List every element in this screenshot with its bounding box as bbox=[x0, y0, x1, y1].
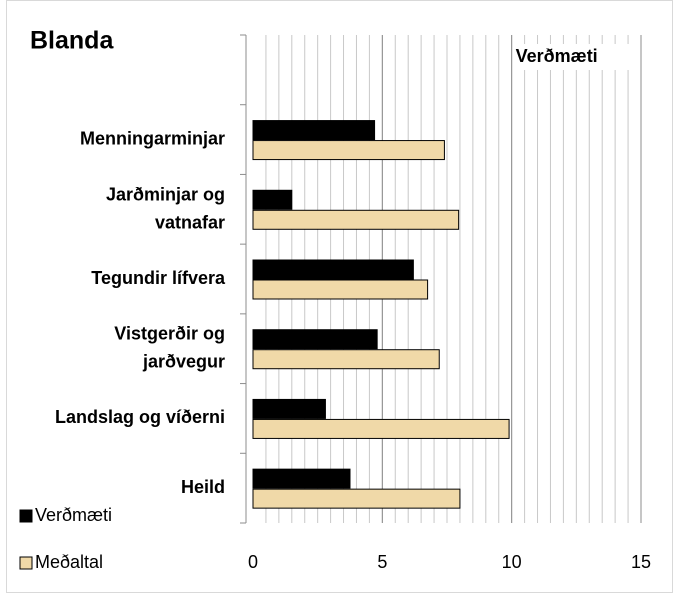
bar bbox=[252, 120, 376, 141]
y-tick-label: Jarðminjar og vatnafar bbox=[106, 184, 225, 232]
bar bbox=[252, 468, 351, 489]
legend-label: Meðaltal bbox=[35, 552, 103, 572]
legend-swatch bbox=[19, 556, 33, 570]
bar bbox=[252, 189, 293, 210]
bar bbox=[252, 279, 429, 300]
annotation-bg bbox=[513, 44, 640, 70]
x-tick-label: 5 bbox=[377, 552, 387, 572]
y-tick-label: Vistgerðir og jarðvegur bbox=[114, 323, 225, 371]
bar bbox=[252, 140, 445, 161]
bar bbox=[252, 488, 461, 509]
bar bbox=[252, 329, 378, 350]
bar bbox=[252, 418, 510, 439]
x-tick-label: 0 bbox=[248, 552, 258, 572]
bar bbox=[252, 398, 326, 419]
bar bbox=[252, 209, 460, 230]
bar bbox=[252, 259, 414, 280]
legend-swatch bbox=[19, 509, 33, 523]
y-tick-label: Menningarminjar bbox=[80, 128, 225, 148]
y-tick-label: Tegundir lífvera bbox=[91, 268, 226, 288]
x-tick-label: 15 bbox=[631, 552, 651, 572]
annotation: Verðmæti bbox=[516, 46, 598, 66]
chart-title: Blanda bbox=[30, 27, 114, 55]
y-tick-label: Landslag og víðerni bbox=[55, 407, 225, 427]
y-tick-label: Heild bbox=[181, 477, 225, 497]
bar bbox=[252, 349, 440, 370]
legend-label: Verðmæti bbox=[35, 505, 112, 525]
x-tick-label: 10 bbox=[502, 552, 522, 572]
